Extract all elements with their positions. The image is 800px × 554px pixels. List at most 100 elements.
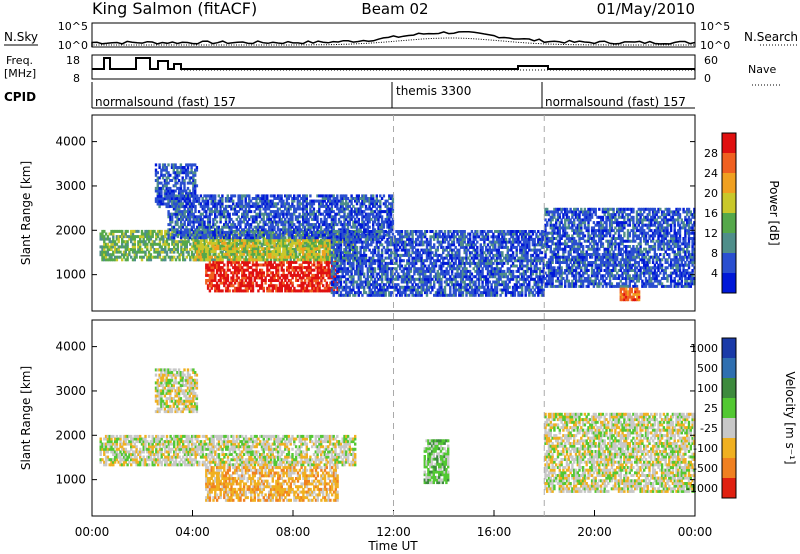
power-cell: [287, 233, 290, 237]
power-cell: [357, 194, 360, 198]
power-cell: [339, 210, 343, 214]
power-cell: [183, 181, 186, 185]
power-cell: [212, 253, 215, 257]
power-cell: [298, 199, 301, 203]
power-cell: [258, 220, 262, 224]
power-cell: [379, 261, 382, 265]
power-cell: [339, 264, 343, 268]
power-cell: [330, 217, 334, 221]
power-cell: [162, 240, 165, 244]
power-cell: [314, 199, 317, 203]
power-cell: [221, 197, 224, 200]
power-cell: [391, 237, 395, 241]
power-cell: [343, 256, 346, 260]
power-cell: [219, 289, 222, 293]
power-cell: [336, 237, 339, 241]
power-cell: [429, 291, 432, 295]
power-cell: [248, 217, 251, 221]
power-cell: [312, 255, 316, 259]
power-cell: [237, 247, 240, 251]
power-cell: [131, 237, 135, 241]
power-cell: [319, 241, 323, 245]
power-cell: [174, 204, 177, 208]
power-cell: [160, 171, 163, 175]
power-cell: [380, 259, 384, 263]
power-cell: [373, 269, 377, 273]
power-cell: [271, 238, 274, 242]
power-cell: [241, 230, 244, 234]
power-cell: [131, 232, 135, 236]
power-cell: [305, 255, 308, 259]
power-cell: [179, 181, 183, 185]
power-cell: [163, 181, 167, 185]
power-cell: [276, 236, 280, 240]
power-cell: [124, 250, 127, 254]
power-cell: [355, 228, 359, 232]
power-cell: [307, 266, 310, 270]
power-cell: [206, 223, 210, 227]
power-cell: [219, 281, 222, 285]
power-cell: [221, 250, 224, 254]
power-cell: [328, 252, 332, 256]
power-cell: [285, 244, 289, 248]
power-cell: [361, 240, 364, 244]
power-cell: [318, 247, 321, 251]
power-cell: [320, 281, 323, 285]
power-cell: [242, 241, 246, 245]
power-cell: [250, 229, 253, 233]
power-cell: [149, 258, 153, 262]
power-cell: [160, 192, 163, 196]
power-cell: [337, 293, 341, 297]
power-cell: [328, 233, 332, 237]
power-cell: [339, 269, 343, 273]
power-cell: [206, 255, 210, 259]
power-cell: [259, 284, 262, 288]
power-cell: [219, 220, 222, 224]
power-cell: [224, 233, 228, 237]
power-cell: [194, 228, 197, 232]
power-cell: [318, 260, 321, 264]
power-cell: [332, 235, 335, 239]
power-cell: [319, 258, 323, 262]
power-cell: [140, 255, 144, 259]
power-cell: [214, 284, 217, 288]
power-cell: [354, 225, 357, 229]
power-cell: [361, 285, 364, 289]
power-cell: [255, 241, 258, 245]
power-cell: [300, 255, 303, 259]
power-cell: [171, 217, 174, 221]
power-cell: [300, 263, 303, 267]
power-cell: [246, 266, 249, 270]
power-cell: [183, 171, 186, 175]
power-cell: [280, 289, 283, 293]
power-cell: [395, 269, 398, 273]
power-cell: [268, 242, 271, 246]
power-cell: [282, 263, 285, 267]
power-cell: [167, 163, 170, 167]
power-cell: [302, 197, 305, 200]
power-cell: [357, 272, 360, 276]
power-cell: [140, 250, 144, 254]
power-cell: [223, 252, 226, 256]
power-cell: [266, 271, 269, 275]
power-cell: [424, 272, 427, 276]
power-cell: [203, 236, 206, 240]
power-cell: [361, 267, 364, 271]
power-cell: [156, 181, 159, 185]
power-cell: [373, 267, 377, 271]
power-cell: [309, 255, 312, 259]
power-cell: [323, 210, 326, 214]
power-cell: [294, 232, 298, 236]
power-cell: [350, 248, 353, 251]
power-cell: [341, 272, 344, 276]
power-cell: [135, 255, 138, 259]
power-cell: [224, 273, 228, 277]
power-cell: [140, 258, 144, 262]
power-cell: [355, 220, 359, 224]
power-cell: [235, 236, 238, 240]
power-cell: [226, 268, 230, 272]
power-cell: [223, 276, 226, 280]
power-cell: [368, 248, 371, 252]
power-cell: [199, 202, 203, 206]
power-cell: [248, 233, 251, 237]
